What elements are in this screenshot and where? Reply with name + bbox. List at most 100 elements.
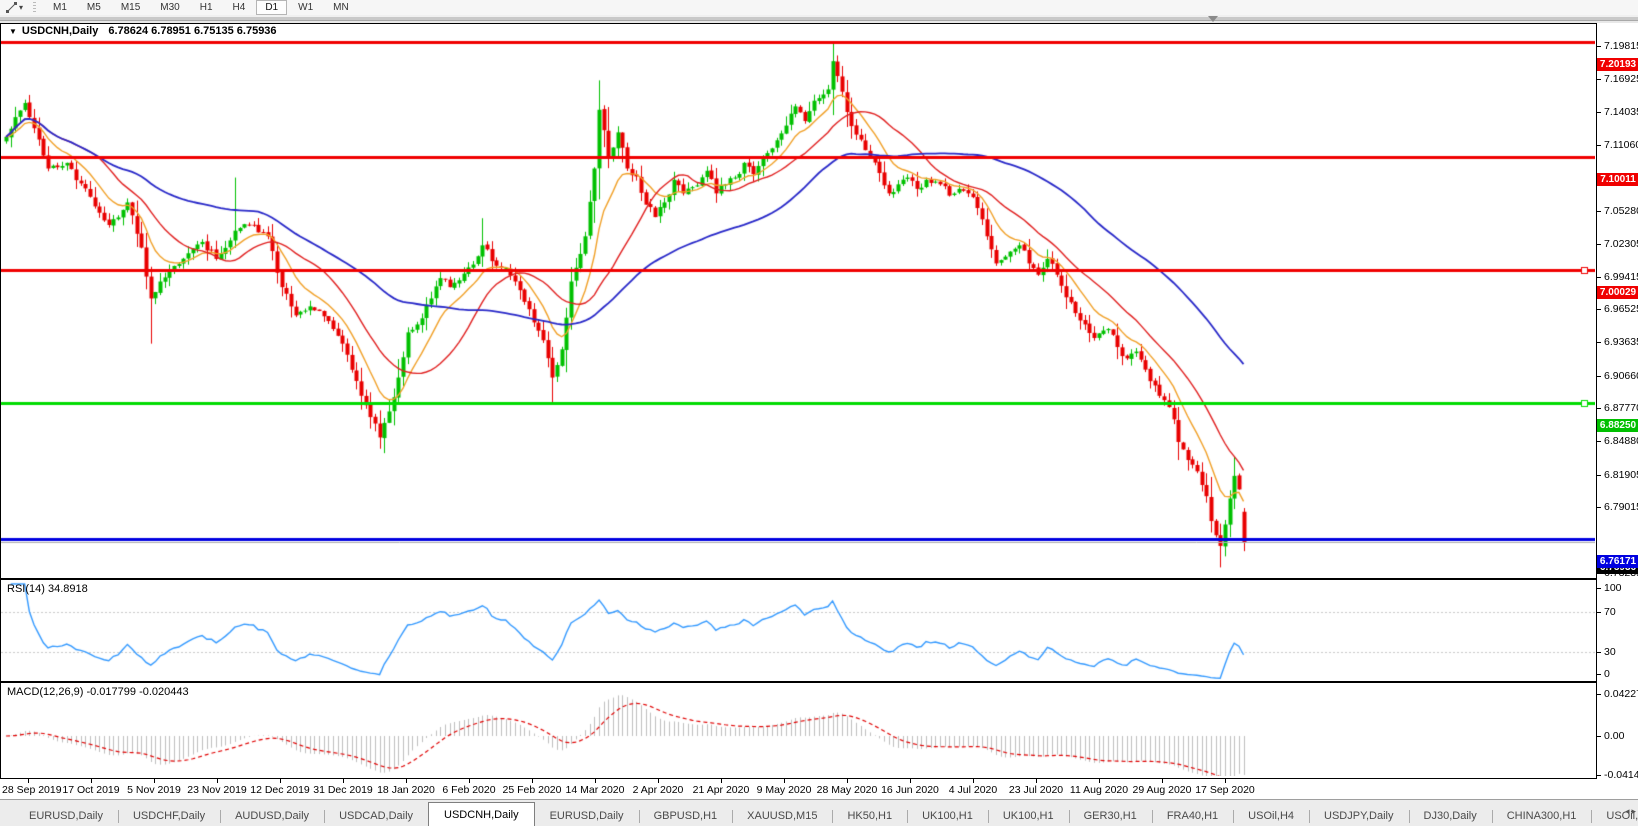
tab-xauusd-m15[interactable]: XAUUSD,M15 xyxy=(732,806,832,826)
macd-canvas[interactable] xyxy=(1,683,1595,776)
price-axis-tick-label: 7.05280 xyxy=(1604,205,1638,217)
tab-china300-h1[interactable]: CHINA300,H1 xyxy=(1491,806,1592,826)
price-axis-tick-label: 7.16925 xyxy=(1604,73,1638,85)
axis-tick xyxy=(1597,309,1601,310)
timeframe-button-M1[interactable]: M1 xyxy=(53,2,67,13)
timeline-date-label: 4 Jul 2020 xyxy=(948,784,998,796)
tab-usdcad-daily[interactable]: USDCAD,Daily xyxy=(324,806,428,826)
time-axis-tick xyxy=(217,779,218,783)
resistance-line-badge-2[interactable]: 7.10011 xyxy=(1597,173,1638,186)
axis-tick xyxy=(1597,46,1601,47)
chart-ohlc-values: 6.78624 6.78951 6.75135 6.75936 xyxy=(108,25,277,37)
axis-tick xyxy=(1597,79,1601,80)
tab-scroll-left-icon[interactable]: ◂ xyxy=(1624,806,1630,816)
tab-usoil-h4[interactable]: USOil,H4 xyxy=(1233,806,1309,826)
macd-axis-tick-label: -0.04148 xyxy=(1604,769,1638,781)
timeframe-buttons: M1 M5 M15 M30 H1 H4 D1 W1 MN xyxy=(44,0,360,15)
rsi-axis-tick-label: 0 xyxy=(1604,668,1610,680)
resistance-line-badge-1[interactable]: 7.20193 xyxy=(1597,58,1638,71)
tab-uk100-h1[interactable]: UK100,H1 xyxy=(987,806,1069,826)
time-axis-tick xyxy=(595,779,596,783)
time-axis-tick xyxy=(343,779,344,783)
time-axis-tick xyxy=(910,779,911,783)
timeline-date-label: 16 Jun 2020 xyxy=(881,784,939,796)
timeframe-button-MN[interactable]: MN xyxy=(333,2,349,13)
axis-tick xyxy=(1597,694,1601,695)
chart-tabs-bar: EURUSD,Daily USDCHF,Daily AUDUSD,Daily USDC… xyxy=(0,799,1638,826)
axis-tick xyxy=(1597,588,1601,589)
tab-gbpusd-h1[interactable]: GBPUSD,H1 xyxy=(638,806,733,826)
support-line-badge-blue[interactable]: 6.76171 xyxy=(1597,555,1638,568)
line-studies-icon[interactable] xyxy=(3,1,19,14)
price-axis-tick-label: 7.11060 xyxy=(1604,139,1638,151)
price-axis-tick-label: 7.19815 xyxy=(1604,40,1638,52)
macd-axis-tick-label: 0.042275 xyxy=(1604,688,1638,700)
rsi-axis-tick-label: 100 xyxy=(1604,582,1622,594)
tab-ger30-h1[interactable]: GER30,H1 xyxy=(1068,806,1152,826)
timeline-date-label: 17 Oct 2019 xyxy=(62,784,120,796)
price-axis: 7.198157.169257.140357.110607.081707.052… xyxy=(1596,23,1638,781)
timeline-date-label: 14 Mar 2020 xyxy=(565,784,625,796)
axis-tick xyxy=(1597,736,1601,737)
chart-titlebar: ▼ USDCNH,Daily 6.78624 6.78951 6.75135 6… xyxy=(1,24,1597,38)
timeline-date-label: 28 Sep 2019 xyxy=(2,784,62,796)
tab-fra40-h1[interactable]: FRA40,H1 xyxy=(1151,806,1233,826)
price-axis-tick-label: 7.02305 xyxy=(1604,238,1638,250)
timeline-date-label: 11 Aug 2020 xyxy=(1069,784,1129,796)
axis-tick xyxy=(1597,277,1601,278)
tab-uk100-h1[interactable]: UK100,H1 xyxy=(907,806,988,826)
axis-tick xyxy=(1597,775,1601,776)
axis-tick xyxy=(1597,507,1601,508)
timeframe-button-H1[interactable]: H1 xyxy=(199,2,213,13)
timeline-date-label: 6 Feb 2020 xyxy=(442,784,496,796)
time-axis-tick xyxy=(721,779,722,783)
price-axis-tick-label: 6.87770 xyxy=(1604,402,1638,414)
timeline-date-label: 21 Apr 2020 xyxy=(692,784,750,796)
timeframe-button-W1[interactable]: W1 xyxy=(298,2,314,13)
tab-usdjpy-daily[interactable]: USDJPY,Daily xyxy=(1309,806,1409,826)
toolbar: ▾ M1 M5 M15 M30 H1 H4 D1 W1 MN xyxy=(0,0,1638,16)
axis-tick xyxy=(1597,112,1601,113)
timeline-date-label: 29 Aug 2020 xyxy=(1132,784,1192,796)
chart-scrollbar[interactable] xyxy=(0,15,1638,23)
timeline-date-label: 2 Apr 2020 xyxy=(632,784,684,796)
timeframe-button-D1[interactable]: D1 xyxy=(256,0,288,15)
timeframe-button-H4[interactable]: H4 xyxy=(232,2,246,13)
axis-tick xyxy=(1597,441,1601,442)
time-axis: 28 Sep 2019 17 Oct 2019 5 Nov 2019 23 Nov 2… xyxy=(0,779,1597,799)
rsi-axis-tick-label: 70 xyxy=(1604,606,1616,618)
tab-scroll-right-icon[interactable]: ▸ xyxy=(1631,806,1636,816)
collapse-arrow-icon[interactable]: ▼ xyxy=(9,26,17,36)
tab-audusd-daily[interactable]: AUDUSD,Daily xyxy=(220,806,324,826)
time-axis-tick xyxy=(1225,779,1226,783)
price-axis-tick-label: 6.79015 xyxy=(1604,501,1638,513)
dropdown-arrow-icon[interactable]: ▾ xyxy=(19,3,24,12)
axis-tick xyxy=(1597,145,1601,146)
tab-usdchf-daily[interactable]: USDCHF,Daily xyxy=(117,806,220,826)
time-axis-tick xyxy=(280,779,281,783)
tab-usdcnh-daily[interactable]: USDCNH,Daily xyxy=(428,802,535,826)
resistance-line-badge-3[interactable]: 7.00029 xyxy=(1597,286,1638,299)
price-axis-tick-label: 6.84880 xyxy=(1604,435,1638,447)
timeframe-button-M30[interactable]: M30 xyxy=(160,2,180,13)
time-axis-tick xyxy=(973,779,974,783)
toolbar-separator xyxy=(33,2,37,13)
chart-shift-marker-icon[interactable] xyxy=(1208,16,1218,22)
support-line-badge-green[interactable]: 6.88250 xyxy=(1597,419,1638,432)
main-chart-canvas[interactable] xyxy=(1,38,1595,577)
rsi-canvas[interactable] xyxy=(1,580,1595,681)
time-axis-tick xyxy=(784,779,785,783)
tab-hk50-h1[interactable]: HK50,H1 xyxy=(832,806,907,826)
axis-tick xyxy=(1597,475,1601,476)
tab-dj30-daily[interactable]: DJ30,Daily xyxy=(1408,806,1492,826)
timeframe-button-M5[interactable]: M5 xyxy=(86,2,101,13)
axis-tick xyxy=(1597,244,1601,245)
axis-tick xyxy=(1597,408,1601,409)
tab-eurusd-daily[interactable]: EURUSD,Daily xyxy=(29,810,103,822)
axis-tick xyxy=(1597,612,1601,613)
price-axis-tick-label: 6.99415 xyxy=(1604,271,1638,283)
timeframe-button-M15[interactable]: M15 xyxy=(120,2,141,13)
tab-eurusd-daily[interactable]: EURUSD,Daily xyxy=(549,810,624,822)
axis-tick xyxy=(1597,674,1601,675)
tab-usoil-h[interactable]: USOil,H xyxy=(1591,806,1638,826)
